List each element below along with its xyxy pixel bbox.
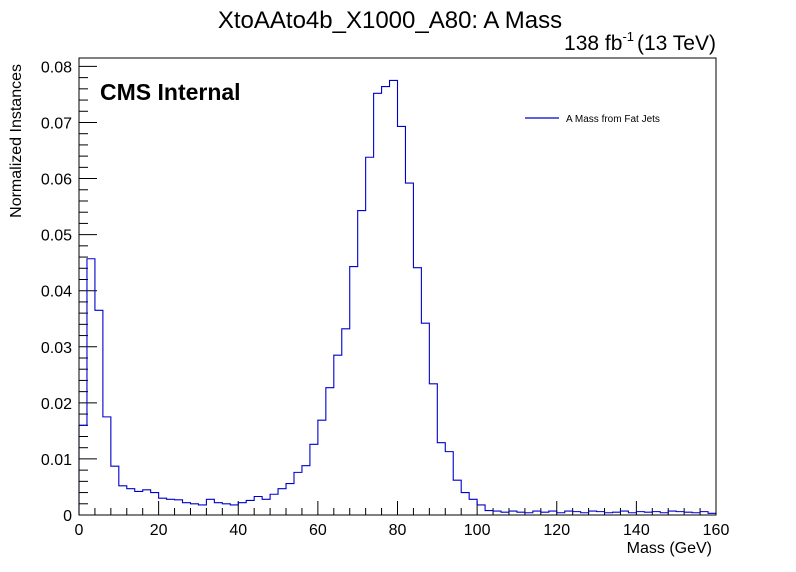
y-tick-label: 0.05 [41,228,72,245]
x-tick-label: 40 [229,522,247,539]
y-tick-label: 0 [63,508,72,525]
y-tick-label: 0.08 [41,59,72,76]
x-tick-label: 160 [703,522,730,539]
y-tick-label: 0.02 [41,396,72,413]
plot-frame [78,57,717,516]
y-tick-label: 0.04 [41,284,72,301]
x-tick-label: 20 [150,522,168,539]
lumi-label: 138 fb-1 (13 TeV) [564,29,716,55]
y-tick-label: 0.07 [41,115,72,132]
x-tick-label: 60 [309,522,327,539]
x-axis-label: Mass (GeV) [627,540,712,557]
x-tick-label: 140 [623,522,650,539]
y-tick-label: 0.06 [41,172,72,189]
x-tick-label: 120 [543,522,570,539]
lumi-value: 138 fb [564,32,622,55]
chart-title: XtoAAto4b_X1000_A80: A Mass [218,7,562,34]
lumi-unit-exponent: -1 [622,29,634,44]
histogram-line [78,79,717,515]
x-tick-label: 0 [75,522,84,539]
y-tick-label: 0.01 [41,452,72,469]
axes: 0 20 40 60 80 100 120 140 160 0 0.01 0.02 0.03 0.04 0.… [41,59,730,539]
y-tick-label: 0.03 [41,340,72,357]
energy-label: (13 TeV) [637,32,716,55]
y-axis-label: Normalized Instances [8,64,25,218]
legend-entry: A Mass from Fat Jets [566,114,660,125]
x-tick-label: 80 [389,522,407,539]
legend: A Mass from Fat Jets [525,114,660,125]
cms-label: CMS Internal [100,79,241,105]
x-tick-label: 100 [464,522,491,539]
